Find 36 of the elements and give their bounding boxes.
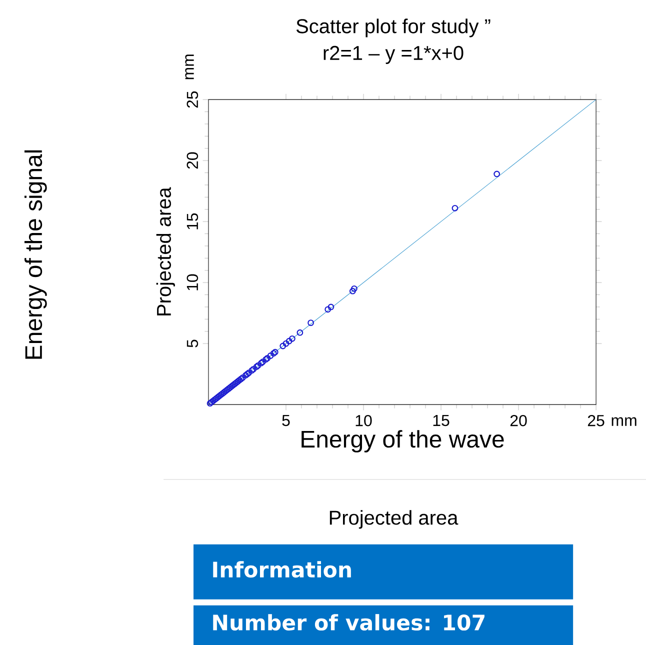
x-axis-title: Energy of the wave [302, 430, 504, 452]
point [242, 372, 249, 378]
point [349, 288, 356, 294]
point [258, 360, 264, 366]
point [296, 329, 304, 336]
text: mm [612, 417, 636, 426]
y-axis-title: Projected area [156, 186, 175, 316]
text: mm [185, 54, 194, 79]
y-tick-label: 25 [186, 91, 198, 108]
text: Energy of the signal [24, 150, 47, 359]
x-tick-label: 5 [282, 414, 290, 426]
point [324, 306, 332, 312]
x-tick-label: 10 [356, 414, 372, 426]
x-tick-label: 15 [433, 414, 450, 426]
chart-subtitle: r2=1 – y =1*x+0 [324, 46, 464, 64]
point [328, 304, 334, 310]
point [494, 170, 500, 178]
point [267, 352, 274, 359]
point [452, 204, 458, 212]
y-tick-label: 15 [186, 213, 198, 230]
point [286, 338, 292, 344]
x-tick-label: 25 [588, 414, 604, 426]
point [282, 340, 290, 347]
text: Information [213, 560, 351, 578]
y-tick-label: 5 [186, 340, 198, 348]
point [351, 285, 358, 292]
point [308, 319, 314, 326]
text: Projected area [330, 510, 458, 529]
chart-title: Scatter plot for study ” [296, 18, 490, 38]
point [280, 342, 286, 350]
text: Number of values: 107 [213, 614, 484, 630]
point [288, 335, 296, 342]
y-tick-label: 20 [186, 152, 198, 169]
x-tick-label: 20 [510, 414, 527, 426]
y-tick-label: 10 [186, 274, 198, 290]
point [260, 358, 266, 365]
